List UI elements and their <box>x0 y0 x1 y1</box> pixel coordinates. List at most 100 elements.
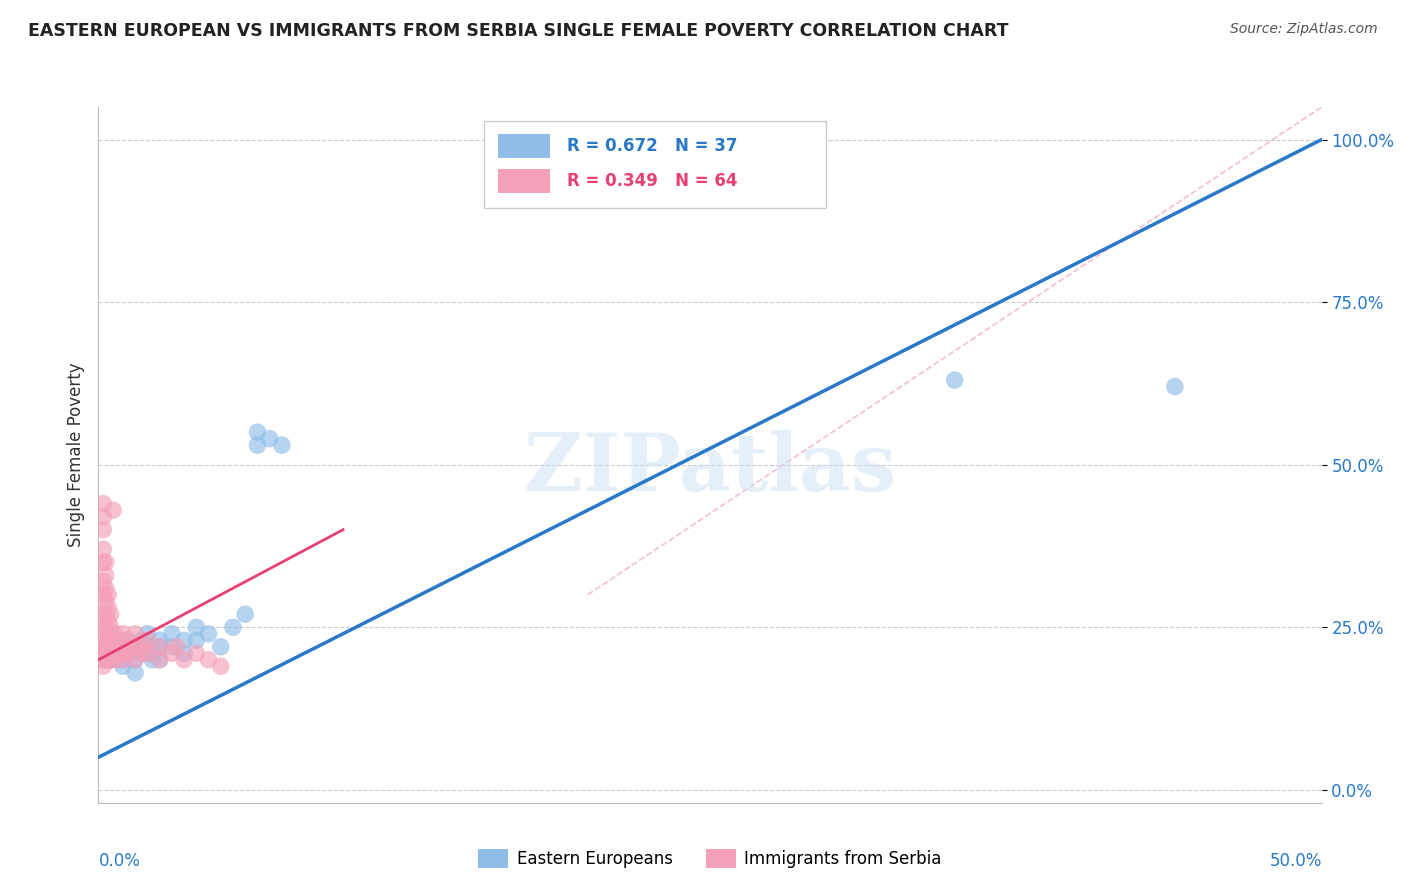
Point <box>91 646 114 660</box>
Point <box>141 653 163 667</box>
Point <box>91 659 114 673</box>
Bar <box>498 134 550 158</box>
Y-axis label: Single Female Poverty: Single Female Poverty <box>66 363 84 547</box>
Point <box>136 646 159 660</box>
Point <box>91 640 114 654</box>
Text: ZIPatlas: ZIPatlas <box>524 430 896 508</box>
Point <box>100 607 122 622</box>
Point <box>131 646 153 660</box>
Point <box>100 653 122 667</box>
Point <box>117 633 139 648</box>
Point <box>100 646 122 660</box>
Point <box>131 646 153 660</box>
Point <box>173 646 195 660</box>
Point <box>94 640 117 654</box>
Point <box>97 588 120 602</box>
Point <box>91 523 114 537</box>
Point <box>94 555 117 569</box>
Point <box>107 633 129 648</box>
Point <box>91 542 114 557</box>
Point <box>101 503 124 517</box>
Point <box>222 620 245 634</box>
Point <box>94 646 117 660</box>
Point <box>136 640 159 654</box>
Point <box>94 581 117 595</box>
Point <box>124 665 146 680</box>
Point <box>117 646 139 660</box>
Point <box>97 614 120 628</box>
Point <box>943 373 966 387</box>
FancyBboxPatch shape <box>484 121 827 208</box>
Point <box>97 626 120 640</box>
Point <box>117 640 139 654</box>
Point <box>160 640 183 654</box>
Point <box>173 653 195 667</box>
Point <box>111 626 134 640</box>
Point <box>94 620 117 634</box>
Point <box>136 626 159 640</box>
Legend: Eastern Europeans, Immigrants from Serbia: Eastern Europeans, Immigrants from Serbi… <box>471 842 949 874</box>
Point <box>94 568 117 582</box>
Point <box>111 659 134 673</box>
Point <box>149 653 172 667</box>
Point <box>209 640 232 654</box>
Point <box>149 640 172 654</box>
Point <box>100 620 122 634</box>
Point <box>97 600 120 615</box>
Point <box>259 432 281 446</box>
Point <box>197 653 219 667</box>
Point <box>246 425 269 439</box>
Text: 0.0%: 0.0% <box>98 852 141 870</box>
Point <box>91 574 114 589</box>
Point <box>117 646 139 660</box>
Point <box>100 653 122 667</box>
Point <box>1164 379 1187 393</box>
Point <box>186 633 208 648</box>
Point <box>91 588 114 602</box>
Point <box>91 509 114 524</box>
Point <box>124 653 146 667</box>
Point <box>173 633 195 648</box>
Point <box>91 620 114 634</box>
Text: EASTERN EUROPEAN VS IMMIGRANTS FROM SERBIA SINGLE FEMALE POVERTY CORRELATION CHA: EASTERN EUROPEAN VS IMMIGRANTS FROM SERB… <box>28 22 1008 40</box>
Bar <box>498 169 550 193</box>
Point <box>149 640 172 654</box>
Point <box>100 640 122 654</box>
Point <box>104 653 127 667</box>
Point <box>111 646 134 660</box>
Point <box>166 640 188 654</box>
Point <box>107 646 129 660</box>
Point <box>94 633 117 648</box>
Point <box>186 646 208 660</box>
Point <box>149 633 172 648</box>
Point <box>97 640 120 654</box>
Point <box>94 607 117 622</box>
Point <box>197 626 219 640</box>
Point <box>107 633 129 648</box>
Point <box>233 607 256 622</box>
Point <box>111 653 134 667</box>
Point <box>91 497 114 511</box>
Point <box>91 607 114 622</box>
Point <box>104 626 127 640</box>
Point <box>149 653 172 667</box>
Point <box>124 626 146 640</box>
Point <box>100 633 122 648</box>
Point <box>186 620 208 634</box>
Point <box>91 633 114 648</box>
Point <box>209 659 232 673</box>
Point <box>107 646 129 660</box>
Point <box>104 640 127 654</box>
Point <box>111 640 134 654</box>
Text: R = 0.672   N = 37: R = 0.672 N = 37 <box>567 137 737 155</box>
Point <box>91 653 114 667</box>
Point <box>124 653 146 667</box>
Point <box>131 633 153 648</box>
Point <box>94 653 117 667</box>
Point <box>270 438 294 452</box>
Point <box>104 640 127 654</box>
Text: 50.0%: 50.0% <box>1270 852 1322 870</box>
Point <box>124 640 146 654</box>
Point <box>124 640 146 654</box>
Point <box>246 438 269 452</box>
